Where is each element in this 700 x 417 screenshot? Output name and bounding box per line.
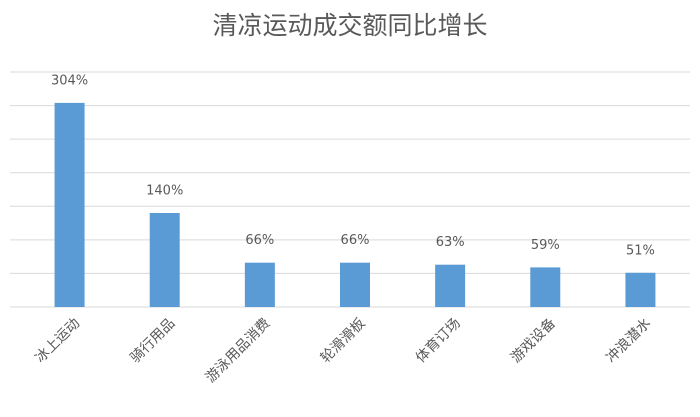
value-label: 63% — [436, 235, 465, 250]
x-tick-label: 轮滑滑板 — [317, 315, 369, 367]
value-label: 51% — [626, 243, 655, 258]
value-label: 304% — [51, 73, 88, 88]
bar — [435, 264, 466, 307]
bar — [530, 267, 561, 307]
bar — [340, 262, 370, 307]
value-label: 140% — [146, 184, 183, 199]
x-tick-label: 冰上运动 — [32, 315, 83, 366]
x-tick-label: 游戏设备 — [507, 315, 559, 367]
value-label: 66% — [245, 233, 274, 248]
value-label: 59% — [531, 238, 560, 253]
bar — [54, 102, 85, 307]
x-tick-label: 骑行用品 — [127, 315, 178, 366]
bar — [244, 262, 275, 307]
x-tick-label: 游泳用品消费 — [203, 315, 274, 386]
value-label: 66% — [341, 233, 370, 248]
x-tick-label: 冲浪潜水 — [603, 315, 654, 366]
chart-title: 清凉运动成交额同比增长 — [212, 11, 487, 40]
bar — [149, 213, 180, 307]
x-tick-label: 体育订场 — [413, 315, 464, 366]
bar — [625, 272, 656, 307]
